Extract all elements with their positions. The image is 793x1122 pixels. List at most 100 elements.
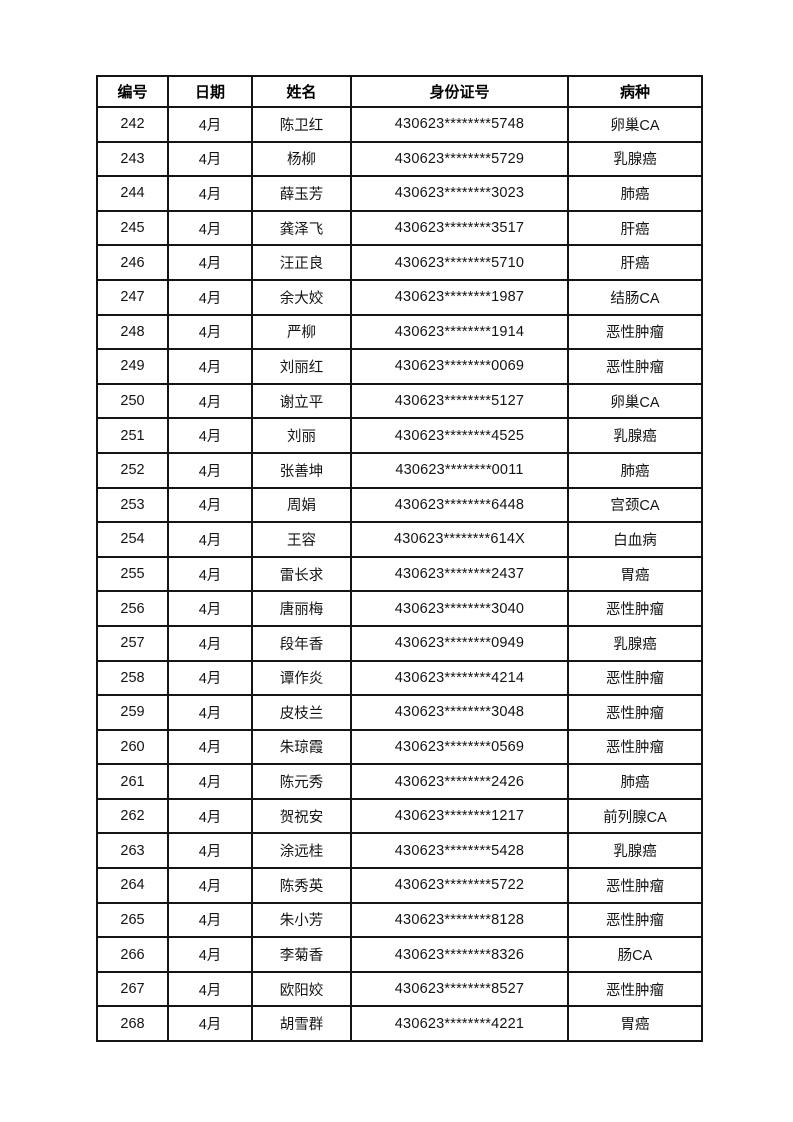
cell-date: 4月	[167, 451, 253, 489]
cell-name: 谢立平	[251, 382, 352, 420]
cell-number: 267	[96, 970, 169, 1008]
cell-number: 247	[96, 278, 169, 316]
cell-date: 4月	[167, 797, 253, 835]
table-row: 251 4月 刘丽 430623********4525 乳腺癌	[96, 417, 703, 454]
cell-date: 4月	[167, 486, 253, 524]
cell-id-number: 430623********8128	[350, 901, 569, 939]
cell-date: 4月	[167, 867, 253, 904]
cell-name: 贺祝安	[251, 797, 352, 835]
cell-id-number: 430623********5127	[350, 382, 569, 420]
cell-disease: 恶性肿瘤	[567, 659, 703, 697]
cell-name: 朱小芳	[251, 901, 352, 939]
cell-number: 261	[96, 763, 169, 800]
patient-table: 编号 日期 姓名 身份证号 病种 242 4月 陈卫红 430623********5…	[96, 75, 703, 1043]
cell-id-number: 430623********1987	[350, 278, 569, 316]
cell-number: 248	[96, 313, 169, 351]
column-header-date: 日期	[167, 75, 253, 108]
cell-number: 257	[96, 624, 169, 662]
cell-name: 朱琼霞	[251, 728, 352, 766]
cell-name: 余大姣	[251, 278, 352, 316]
cell-disease: 肺癌	[567, 175, 703, 212]
cell-id-number: 430623********5729	[350, 140, 569, 178]
table-row: 246 4月 汪正良 430623********5710 肝癌	[96, 244, 703, 281]
table-row: 254 4月 王容 430623********614X 白血病	[96, 521, 703, 558]
table-row: 242 4月 陈卫红 430623********5748 卵巢CA	[96, 106, 703, 143]
cell-number: 265	[96, 901, 169, 939]
cell-name: 涂远桂	[251, 832, 352, 870]
cell-number: 253	[96, 486, 169, 524]
cell-name: 陈秀英	[251, 867, 352, 904]
cell-date: 4月	[167, 175, 253, 212]
table-row: 248 4月 严柳 430623********1914 恶性肿瘤	[96, 313, 703, 351]
table-row: 250 4月 谢立平 430623********5127 卵巢CA	[96, 382, 703, 420]
cell-name: 唐丽梅	[251, 590, 352, 627]
table-row: 247 4月 余大姣 430623********1987 结肠CA	[96, 278, 703, 316]
cell-disease: 结肠CA	[567, 278, 703, 316]
cell-number: 258	[96, 659, 169, 697]
cell-number: 263	[96, 832, 169, 870]
table-row: 253 4月 周娟 430623********6448 宫颈CA	[96, 486, 703, 524]
table-body: 242 4月 陈卫红 430623********5748 卵巢CA 243 4月 杨柳 430…	[96, 106, 703, 1043]
cell-name: 胡雪群	[251, 1005, 352, 1043]
cell-disease: 前列腺CA	[567, 797, 703, 835]
cell-disease: 恶性肿瘤	[567, 728, 703, 766]
table-row: 260 4月 朱琼霞 430623********0569 恶性肿瘤	[96, 728, 703, 766]
cell-disease: 白血病	[567, 521, 703, 558]
table-row: 265 4月 朱小芳 430623********8128 恶性肿瘤	[96, 901, 703, 939]
cell-number: 259	[96, 694, 169, 731]
cell-number: 254	[96, 521, 169, 558]
cell-id-number: 430623********2426	[350, 763, 569, 800]
cell-date: 4月	[167, 624, 253, 662]
cell-disease: 恶性肿瘤	[567, 901, 703, 939]
column-header-disease: 病种	[567, 75, 703, 108]
cell-name: 张善坤	[251, 451, 352, 489]
cell-id-number: 430623********3048	[350, 694, 569, 731]
table-row: 245 4月 龚泽飞 430623********3517 肝癌	[96, 209, 703, 247]
cell-disease: 乳腺癌	[567, 832, 703, 870]
cell-name: 严柳	[251, 313, 352, 351]
cell-number: 251	[96, 417, 169, 454]
cell-disease: 胃癌	[567, 555, 703, 593]
cell-date: 4月	[167, 209, 253, 247]
cell-date: 4月	[167, 970, 253, 1008]
table-row: 266 4月 李菊香 430623********8326 肠CA	[96, 936, 703, 973]
cell-name: 陈卫红	[251, 106, 352, 143]
cell-number: 264	[96, 867, 169, 904]
cell-id-number: 430623********0069	[350, 348, 569, 385]
cell-name: 谭作炎	[251, 659, 352, 697]
table-row: 243 4月 杨柳 430623********5729 乳腺癌	[96, 140, 703, 178]
cell-date: 4月	[167, 417, 253, 454]
cell-name: 雷长求	[251, 555, 352, 593]
cell-name: 刘丽红	[251, 348, 352, 385]
table-row: 264 4月 陈秀英 430623********5722 恶性肿瘤	[96, 867, 703, 904]
cell-disease: 恶性肿瘤	[567, 348, 703, 385]
table-row: 268 4月 胡雪群 430623********4221 胃癌	[96, 1005, 703, 1043]
cell-name: 段年香	[251, 624, 352, 662]
column-header-name: 姓名	[251, 75, 352, 108]
cell-disease: 肺癌	[567, 451, 703, 489]
cell-id-number: 430623********614X	[350, 521, 569, 558]
cell-number: 249	[96, 348, 169, 385]
cell-disease: 恶性肿瘤	[567, 970, 703, 1008]
table-row: 244 4月 薛玉芳 430623********3023 肺癌	[96, 175, 703, 212]
cell-date: 4月	[167, 694, 253, 731]
cell-name: 李菊香	[251, 936, 352, 973]
cell-id-number: 430623********3040	[350, 590, 569, 627]
cell-name: 刘丽	[251, 417, 352, 454]
cell-date: 4月	[167, 244, 253, 281]
cell-disease: 恶性肿瘤	[567, 313, 703, 351]
cell-disease: 乳腺癌	[567, 417, 703, 454]
table-row: 255 4月 雷长求 430623********2437 胃癌	[96, 555, 703, 593]
cell-number: 250	[96, 382, 169, 420]
table-header: 编号 日期 姓名 身份证号 病种	[96, 75, 703, 108]
cell-id-number: 430623********6448	[350, 486, 569, 524]
cell-date: 4月	[167, 278, 253, 316]
cell-name: 周娟	[251, 486, 352, 524]
table-row: 261 4月 陈元秀 430623********2426 肺癌	[96, 763, 703, 800]
cell-number: 256	[96, 590, 169, 627]
cell-number: 255	[96, 555, 169, 593]
cell-number: 252	[96, 451, 169, 489]
cell-name: 龚泽飞	[251, 209, 352, 247]
cell-date: 4月	[167, 763, 253, 800]
